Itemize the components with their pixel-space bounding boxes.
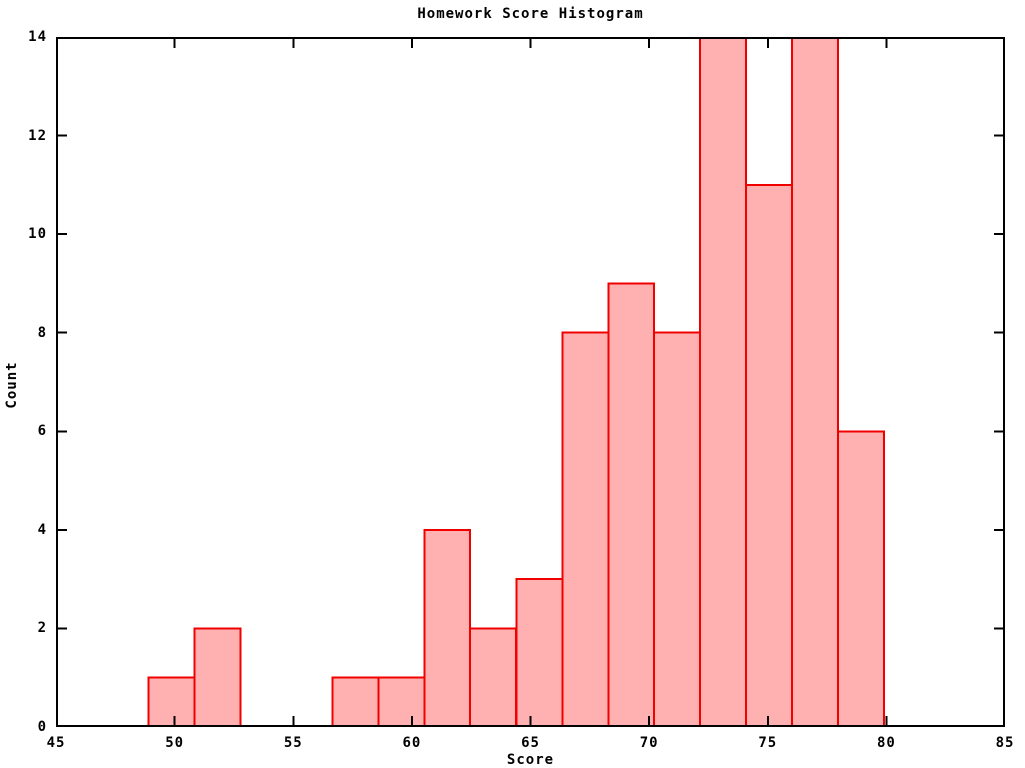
plot-area (56, 37, 1005, 727)
y-tick-label: 14 (28, 29, 47, 45)
x-tick-label: 80 (876, 735, 896, 751)
chart-title: Homework Score Histogram (417, 6, 644, 22)
histogram-bar (515, 578, 564, 727)
y-tick-label: 10 (28, 226, 47, 243)
y-tick-label: 12 (28, 127, 47, 144)
histogram-bar (469, 627, 518, 727)
histogram-bar (837, 430, 885, 727)
histogram-bar (377, 676, 426, 727)
x-tick-label: 50 (165, 735, 185, 751)
histogram-bar (653, 331, 702, 727)
y-tick-label: 8 (37, 324, 47, 341)
y-tick-label: 6 (37, 423, 47, 440)
y-tick-label: 0 (37, 719, 47, 735)
y-tick-label: 2 (37, 620, 47, 637)
y-axis-label: Count (4, 361, 20, 409)
histogram-bar (745, 183, 794, 727)
histogram-bar (699, 37, 748, 727)
x-tick-label: 75 (758, 735, 778, 751)
x-tick-label: 55 (283, 735, 303, 751)
histogram-bar (331, 676, 380, 727)
histogram-plot (56, 37, 1005, 727)
x-tick-label: 70 (639, 735, 659, 751)
x-tick-label: 85 (995, 735, 1015, 751)
x-tick-label: 65 (521, 735, 540, 751)
histogram-bar (791, 37, 840, 727)
histogram-bar (607, 282, 656, 727)
histogram-bar (147, 676, 196, 727)
histogram-bar (561, 331, 610, 727)
x-tick-label: 45 (46, 735, 66, 751)
x-axis-label: Score (506, 752, 555, 768)
y-tick-label: 4 (37, 521, 47, 538)
histogram-bar (423, 528, 472, 727)
x-tick-label: 60 (402, 735, 422, 751)
plot-frame (56, 37, 1005, 727)
histogram-bar (193, 627, 242, 727)
